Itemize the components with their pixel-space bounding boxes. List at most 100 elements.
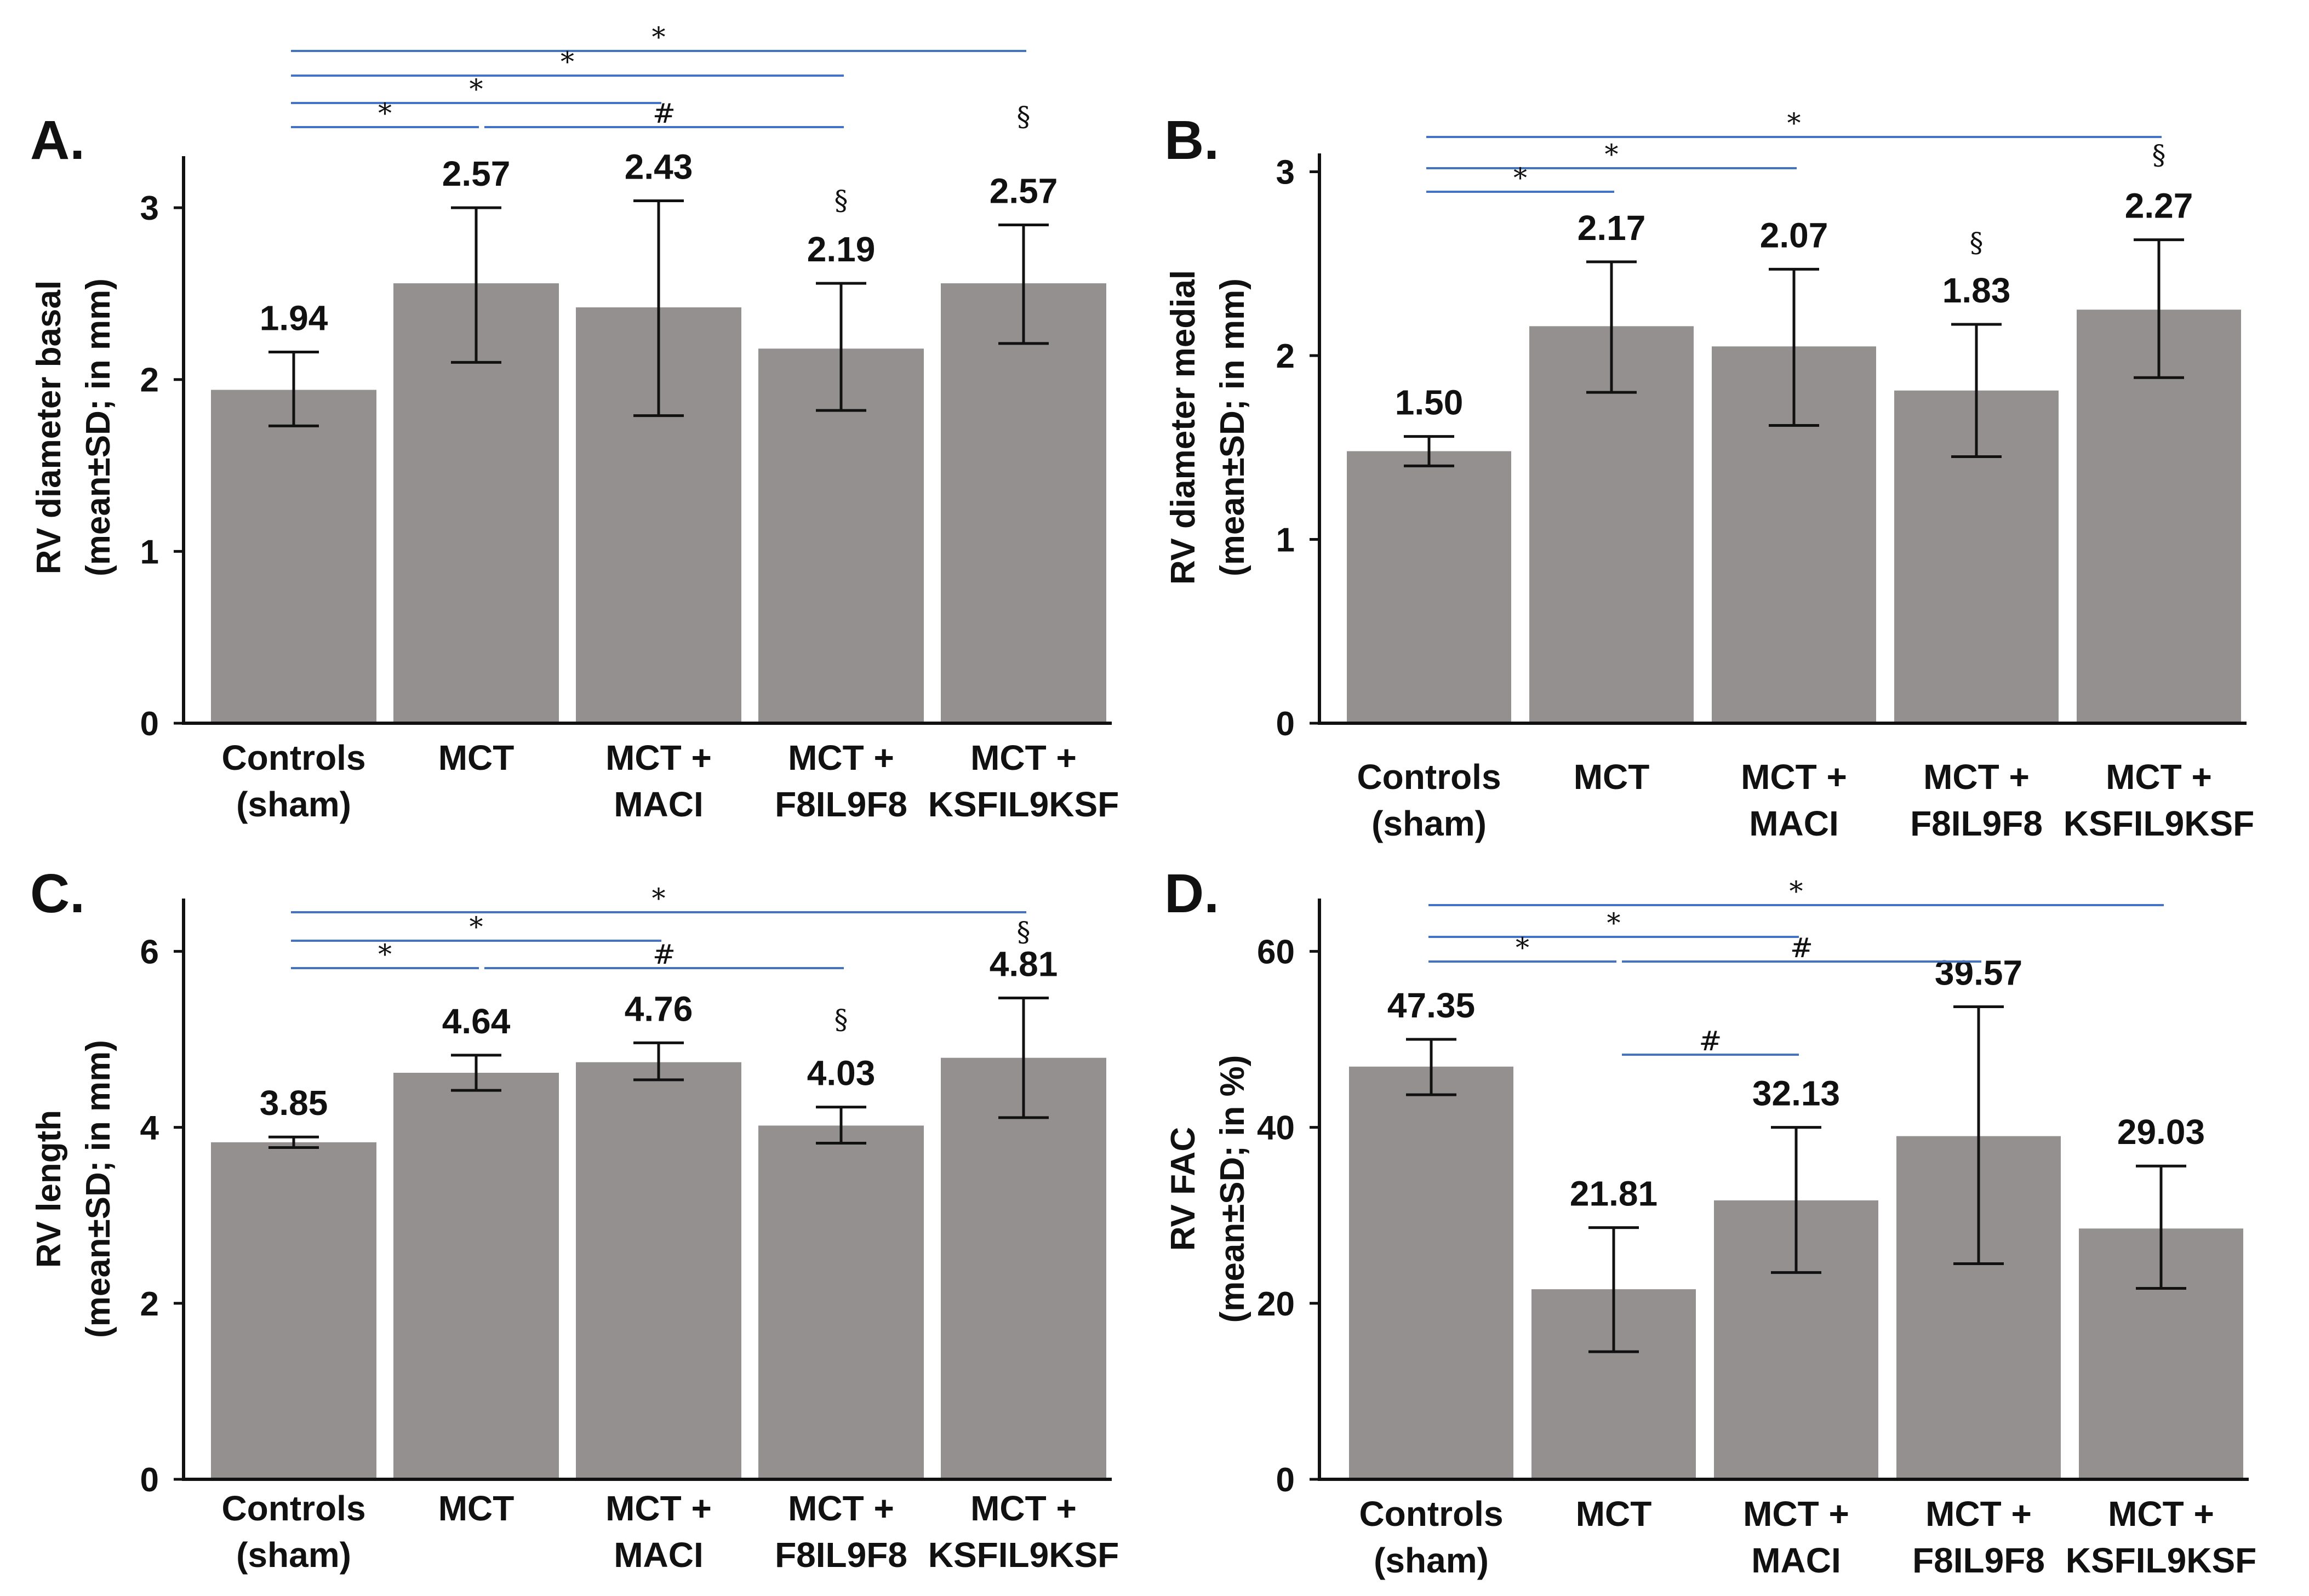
y-axis-title: (mean±SD; in mm) bbox=[79, 1040, 117, 1338]
category-label: Controls bbox=[1359, 1494, 1503, 1534]
value-label: 4.64 bbox=[442, 1002, 511, 1041]
bar bbox=[941, 1057, 1106, 1479]
significance-mark: * bbox=[1605, 139, 1619, 170]
category-label: MCT + bbox=[970, 738, 1077, 777]
value-label: 1.94 bbox=[260, 299, 328, 338]
bar bbox=[393, 1073, 559, 1479]
panel-letter: C. bbox=[30, 863, 85, 924]
y-axis-title: RV diameter medial bbox=[1164, 270, 1202, 585]
category-label: MCT + bbox=[788, 1489, 894, 1528]
significance-mark: # bbox=[653, 939, 676, 970]
y-tick-label: 0 bbox=[140, 1461, 159, 1499]
y-tick-label: 1 bbox=[140, 533, 159, 571]
y-axis-title: RV FAC bbox=[1164, 1127, 1202, 1251]
significance-mark: * bbox=[561, 46, 574, 78]
bar-mark: § bbox=[835, 1004, 848, 1036]
significance-mark: * bbox=[1787, 107, 1801, 139]
significance-mark: * bbox=[378, 939, 392, 970]
y-tick-label: 60 bbox=[1257, 933, 1295, 971]
significance-mark: * bbox=[1516, 932, 1529, 964]
y-tick-label: 6 bbox=[140, 933, 159, 971]
category-label: MCT + bbox=[2108, 1494, 2214, 1534]
value-label: 47.35 bbox=[1387, 986, 1475, 1025]
category-label: (sham) bbox=[236, 1535, 351, 1575]
value-label: 2.57 bbox=[442, 154, 511, 193]
category-label: MCT bbox=[438, 738, 515, 777]
y-axis-title: RV length bbox=[30, 1110, 68, 1268]
y-tick-label: 0 bbox=[1276, 1461, 1295, 1499]
y-axis-title: (mean±SD; in mm) bbox=[79, 278, 117, 576]
value-label: 2.17 bbox=[1578, 208, 1646, 248]
bar-mark: § bbox=[835, 185, 848, 216]
y-tick-label: 2 bbox=[140, 362, 159, 399]
bar bbox=[211, 1142, 376, 1479]
value-label: 32.13 bbox=[1752, 1074, 1840, 1113]
category-label: MCT + bbox=[970, 1489, 1077, 1528]
value-label: 2.43 bbox=[625, 147, 693, 187]
value-label: 4.03 bbox=[807, 1054, 876, 1093]
category-label: F8IL9F8 bbox=[1910, 804, 2043, 843]
category-label: MCT + bbox=[788, 738, 894, 777]
category-label: MCT bbox=[1576, 1494, 1652, 1534]
category-label: F8IL9F8 bbox=[775, 785, 907, 824]
y-tick-label: 1 bbox=[1276, 522, 1295, 559]
significance-mark: * bbox=[1790, 876, 1803, 907]
value-label: 2.57 bbox=[990, 171, 1058, 210]
category-label: MACI bbox=[1751, 1541, 1841, 1580]
value-label: 4.76 bbox=[625, 989, 693, 1028]
category-label: (sham) bbox=[1371, 804, 1487, 843]
category-label: (sham) bbox=[1374, 1541, 1489, 1580]
y-tick-label: 0 bbox=[140, 705, 159, 743]
category-label: KSFIL9KSF bbox=[2066, 1541, 2256, 1580]
value-label: 39.57 bbox=[1935, 953, 2022, 993]
significance-mark: * bbox=[470, 73, 483, 105]
significance-mark: * bbox=[1607, 907, 1621, 939]
panel-letter: A. bbox=[30, 110, 85, 171]
value-label: 2.07 bbox=[1760, 215, 1828, 255]
significance-mark: * bbox=[1513, 162, 1527, 194]
bar bbox=[211, 390, 376, 723]
value-label: 29.03 bbox=[2117, 1112, 2205, 1152]
value-label: 2.27 bbox=[2125, 186, 2193, 226]
bar bbox=[1349, 1066, 1513, 1479]
bar bbox=[576, 1062, 741, 1479]
category-label: MCT + bbox=[1925, 1494, 2032, 1534]
bar-mark: § bbox=[1970, 227, 1984, 259]
category-label: MCT + bbox=[1741, 757, 1847, 797]
y-tick-label: 40 bbox=[1257, 1109, 1295, 1147]
category-label: MCT + bbox=[605, 1489, 712, 1528]
value-label: 1.83 bbox=[1942, 271, 2011, 310]
significance-mark: # bbox=[653, 98, 676, 129]
significance-mark: # bbox=[1790, 932, 1813, 964]
category-label: Controls bbox=[221, 738, 365, 777]
significance-mark: * bbox=[652, 21, 666, 53]
y-tick-label: 3 bbox=[140, 190, 159, 227]
category-label: MACI bbox=[1749, 804, 1839, 843]
y-tick-label: 4 bbox=[140, 1109, 159, 1147]
panel-letter: B. bbox=[1164, 110, 1219, 171]
category-label: MCT + bbox=[1743, 1494, 1849, 1534]
value-label: 4.81 bbox=[990, 944, 1058, 983]
category-label: F8IL9F8 bbox=[775, 1535, 907, 1575]
category-label: F8IL9F8 bbox=[1912, 1541, 2045, 1580]
y-axis-title: RV diameter basal bbox=[30, 281, 68, 574]
y-axis-title: (mean±SD; in mm) bbox=[1214, 278, 1251, 576]
category-label: KSFIL9KSF bbox=[2064, 804, 2254, 843]
significance-mark: * bbox=[652, 883, 666, 914]
category-label: (sham) bbox=[236, 785, 351, 824]
category-label: Controls bbox=[1357, 757, 1501, 797]
category-label: MACI bbox=[614, 785, 704, 824]
category-label: KSFIL9KSF bbox=[928, 785, 1119, 824]
y-axis-title: (mean±SD; in %) bbox=[1214, 1055, 1251, 1323]
bar bbox=[758, 1125, 924, 1479]
bar-mark: § bbox=[1017, 916, 1031, 948]
category-label: MCT bbox=[438, 1489, 515, 1528]
category-label: MCT bbox=[1574, 757, 1650, 797]
y-tick-label: 3 bbox=[1276, 154, 1295, 192]
value-label: 3.85 bbox=[260, 1083, 328, 1123]
y-tick-label: 2 bbox=[140, 1285, 159, 1323]
category-label: Controls bbox=[221, 1489, 365, 1528]
bar-mark: § bbox=[1017, 101, 1031, 133]
category-label: MCT + bbox=[1923, 757, 2030, 797]
